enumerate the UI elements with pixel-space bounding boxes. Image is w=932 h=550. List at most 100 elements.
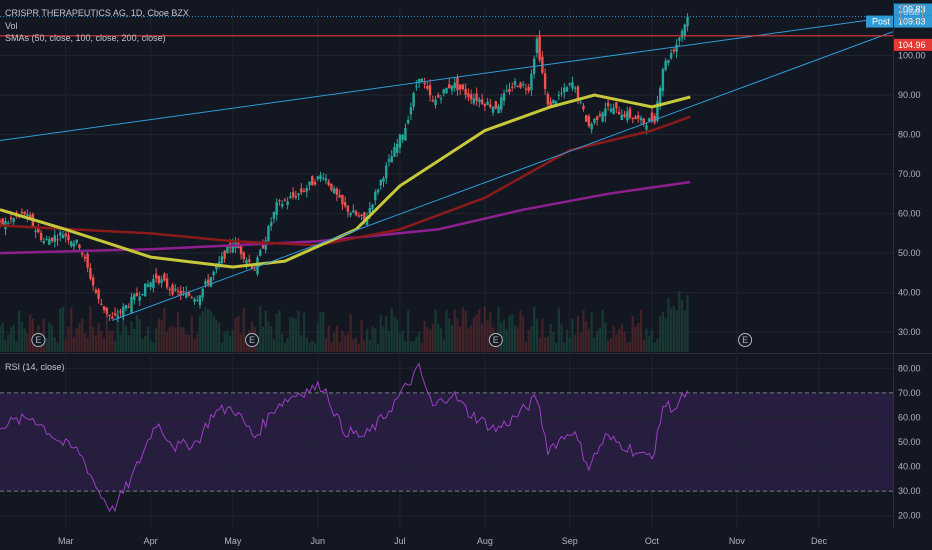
candle: [656, 95, 659, 123]
candle-body: [360, 214, 363, 217]
volume-bar: [418, 332, 421, 352]
volume-bar: [423, 321, 426, 352]
volume-bar: [428, 329, 432, 352]
candle-body: [648, 118, 651, 122]
candle-body: [609, 108, 613, 112]
volume-bar: [552, 332, 555, 352]
candle-body: [119, 311, 122, 313]
rsi-tick-label: 50.00: [898, 437, 921, 447]
volume-bar: [113, 340, 117, 352]
candle-body: [113, 313, 117, 316]
trendline: [112, 31, 894, 321]
candle: [464, 83, 467, 100]
candle: [294, 190, 298, 200]
candle-body: [209, 277, 213, 287]
candle-body: [415, 86, 418, 88]
volume-bar: [426, 327, 429, 352]
candle: [297, 192, 300, 201]
time-tick-label: Jul: [394, 536, 406, 546]
candle-body: [50, 237, 54, 242]
volume-bar: [344, 335, 347, 352]
candle: [133, 292, 136, 305]
candle-body: [612, 107, 615, 115]
candle: [50, 237, 54, 243]
volume-bar: [234, 317, 237, 352]
candle-body: [426, 85, 429, 89]
candle-body: [190, 297, 193, 299]
candle: [190, 295, 193, 299]
candle: [390, 149, 393, 163]
candle-body: [111, 316, 114, 319]
volume-bar: [368, 339, 371, 352]
candle-body: [193, 298, 196, 302]
candle: [272, 211, 276, 224]
volume-bar: [239, 333, 243, 352]
candle-body: [138, 296, 141, 301]
volume-bar: [412, 341, 415, 352]
volume-bar: [212, 315, 215, 352]
volume-bar: [467, 328, 470, 352]
candle-body: [543, 73, 547, 89]
candle: [330, 183, 333, 192]
volume-bar: [533, 306, 536, 352]
currency-button[interactable]: USD: [900, 5, 923, 21]
volume-bar: [516, 327, 519, 352]
volume-bar: [409, 340, 412, 352]
post-tag-bg: [866, 15, 893, 28]
symbol-legend[interactable]: CRISPR THERAPEUTICS AG, 1D, Cboe BZX: [5, 8, 189, 18]
candle: [617, 106, 621, 115]
candle-body: [9, 217, 13, 220]
candle: [193, 297, 196, 305]
candle-body: [683, 24, 687, 36]
volume-bar: [628, 341, 632, 352]
candle-body: [23, 211, 26, 215]
candle-body: [127, 306, 130, 308]
earnings-marker-label: E: [493, 335, 499, 345]
volume-legend[interactable]: Vol: [5, 21, 18, 31]
candle: [678, 36, 681, 48]
volume-bar: [442, 339, 445, 352]
volume-bar: [475, 314, 478, 352]
volume-bar: [7, 334, 10, 352]
volume-bar: [193, 338, 196, 352]
candle-body: [387, 159, 391, 162]
candle: [420, 78, 424, 83]
candle: [278, 199, 281, 206]
volume-bar: [237, 315, 240, 352]
candle: [582, 102, 585, 112]
rsi-tick-label: 20.00: [898, 511, 921, 521]
candle-body: [185, 292, 188, 298]
candle: [102, 306, 106, 314]
candle: [80, 252, 84, 258]
volume-bar: [461, 307, 465, 352]
candle: [280, 200, 284, 209]
candle-body: [226, 246, 229, 254]
volume-bar: [680, 300, 684, 352]
candle: [494, 100, 498, 110]
volume-bar: [119, 334, 122, 352]
volume-bar: [431, 323, 434, 352]
candle: [7, 220, 10, 225]
volume-bar: [612, 325, 615, 352]
candle: [116, 309, 119, 322]
volume-bar: [105, 314, 108, 352]
candle-body: [133, 294, 136, 300]
candle: [412, 91, 415, 111]
post-price-label: 109.83: [898, 17, 926, 27]
volume-bar: [335, 325, 339, 352]
rsi-legend[interactable]: RSI (14, close): [5, 362, 65, 372]
candle: [56, 234, 59, 246]
candle: [609, 103, 613, 113]
candle: [406, 115, 410, 125]
candle: [661, 67, 665, 97]
candle: [387, 154, 391, 167]
candle-body: [102, 306, 106, 311]
candle: [497, 103, 500, 114]
candle-body: [220, 256, 224, 264]
volume-bar: [160, 319, 163, 352]
candle-body: [576, 86, 580, 101]
sma-legend[interactable]: SMAs (50, close, 100, close, 200, close): [5, 33, 166, 43]
volume-bar: [554, 343, 558, 352]
candle: [593, 118, 596, 125]
